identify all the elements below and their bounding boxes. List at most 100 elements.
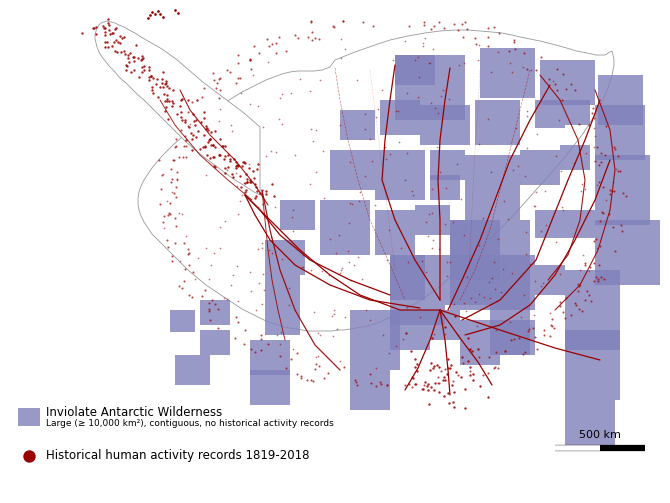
Point: [77, 29, 88, 37]
Point: [158, 82, 169, 91]
Polygon shape: [95, 21, 260, 195]
Bar: [380, 100, 420, 135]
Point: [587, 109, 598, 117]
Point: [171, 183, 182, 191]
Point: [184, 262, 194, 270]
Point: [230, 164, 241, 172]
Point: [210, 143, 220, 151]
Point: [431, 361, 442, 369]
Point: [580, 261, 591, 269]
Point: [156, 185, 167, 193]
Point: [159, 97, 170, 105]
Point: [181, 142, 192, 150]
Point: [305, 88, 316, 96]
Point: [232, 162, 243, 170]
Point: [204, 135, 215, 143]
Point: [332, 324, 343, 332]
Point: [192, 96, 202, 104]
Point: [596, 208, 607, 216]
Point: [226, 121, 237, 129]
Point: [172, 110, 182, 118]
Bar: [490, 255, 535, 310]
Point: [402, 149, 413, 157]
Point: [136, 63, 147, 71]
Point: [473, 241, 484, 249]
Point: [488, 258, 499, 266]
Point: [553, 116, 564, 124]
Point: [206, 261, 216, 269]
Point: [170, 239, 180, 247]
Point: [145, 71, 156, 79]
Point: [575, 281, 586, 289]
Point: [340, 313, 350, 321]
Point: [519, 172, 530, 180]
Point: [529, 202, 539, 210]
Point: [213, 74, 224, 82]
Point: [492, 364, 503, 372]
Point: [499, 347, 510, 355]
Point: [616, 227, 627, 235]
Bar: [250, 370, 290, 405]
Point: [237, 158, 248, 166]
Point: [457, 21, 468, 29]
Point: [417, 385, 428, 393]
Point: [257, 200, 267, 208]
Point: [307, 36, 318, 44]
Bar: [200, 330, 230, 355]
Text: Inviolate Antarctic Wilderness: Inviolate Antarctic Wilderness: [46, 406, 222, 420]
Point: [417, 39, 428, 47]
Point: [196, 118, 206, 126]
Point: [198, 108, 209, 116]
Point: [283, 301, 294, 309]
Point: [243, 159, 254, 167]
Point: [547, 77, 558, 85]
Point: [270, 39, 281, 47]
Point: [172, 177, 182, 185]
Point: [520, 348, 531, 356]
Point: [214, 244, 225, 253]
Point: [462, 334, 473, 342]
Bar: [175, 355, 210, 385]
Point: [208, 153, 219, 161]
Point: [489, 363, 500, 371]
Point: [340, 45, 350, 53]
Point: [217, 142, 228, 150]
Point: [531, 66, 542, 74]
Point: [570, 87, 581, 95]
Bar: [265, 305, 300, 335]
Point: [441, 184, 452, 192]
Point: [531, 188, 541, 196]
Point: [188, 110, 198, 118]
Point: [139, 61, 149, 69]
Point: [482, 24, 493, 32]
Point: [496, 288, 507, 296]
Point: [419, 378, 430, 386]
Point: [453, 371, 464, 379]
Point: [427, 333, 438, 342]
Point: [109, 38, 119, 46]
Point: [249, 174, 259, 182]
Point: [596, 149, 606, 157]
Point: [202, 126, 213, 134]
Point: [525, 260, 535, 268]
Point: [350, 376, 360, 384]
Point: [594, 217, 605, 225]
Point: [208, 140, 218, 148]
Point: [183, 108, 194, 116]
Point: [215, 135, 226, 143]
Point: [230, 78, 241, 87]
Point: [354, 188, 365, 196]
Point: [472, 322, 482, 330]
Point: [178, 239, 189, 247]
Point: [224, 157, 235, 165]
Point: [309, 307, 320, 315]
Point: [383, 226, 394, 234]
Point: [314, 362, 325, 370]
Point: [440, 330, 451, 338]
Point: [352, 76, 362, 84]
Point: [176, 113, 186, 121]
Point: [466, 294, 476, 302]
Point: [471, 40, 482, 48]
Point: [191, 133, 202, 141]
Point: [249, 42, 259, 50]
